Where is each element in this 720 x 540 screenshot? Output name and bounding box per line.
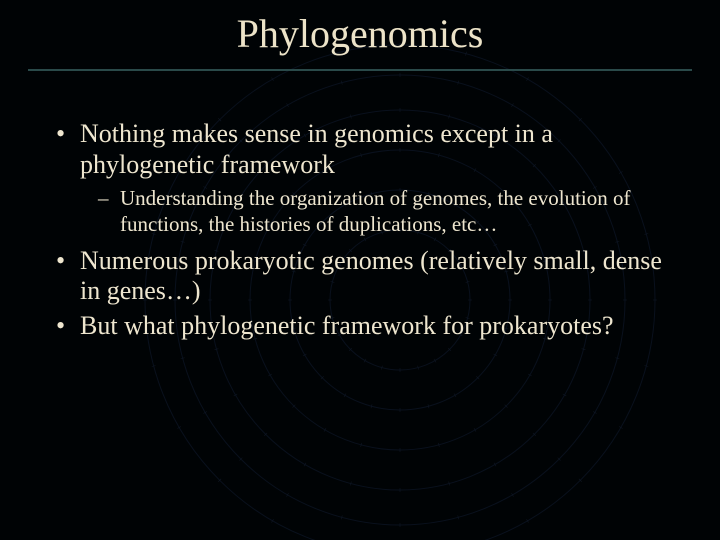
sub-bullet-item: – Understanding the organization of geno… [98,186,664,237]
bullet-marker: • [56,311,80,342]
bullet-item: • But what phylogenetic framework for pr… [56,311,664,342]
sub-bullet-marker: – [98,186,120,237]
bullet-text: Nothing makes sense in genomics except i… [80,119,664,180]
sub-bullet-text: Understanding the organization of genome… [120,186,664,237]
bullet-item: • Nothing makes sense in genomics except… [56,119,664,180]
bullet-text: But what phylogenetic framework for prok… [80,311,664,342]
slide-title: Phylogenomics [0,0,720,57]
bullet-marker: • [56,119,80,180]
slide-content: Phylogenomics • Nothing makes sense in g… [0,0,720,540]
bullet-text: Numerous prokaryotic genomes (relatively… [80,246,664,307]
bullet-item: • Numerous prokaryotic genomes (relative… [56,246,664,307]
title-divider [28,69,692,71]
bullet-marker: • [56,246,80,307]
bullet-list: • Nothing makes sense in genomics except… [56,119,664,342]
